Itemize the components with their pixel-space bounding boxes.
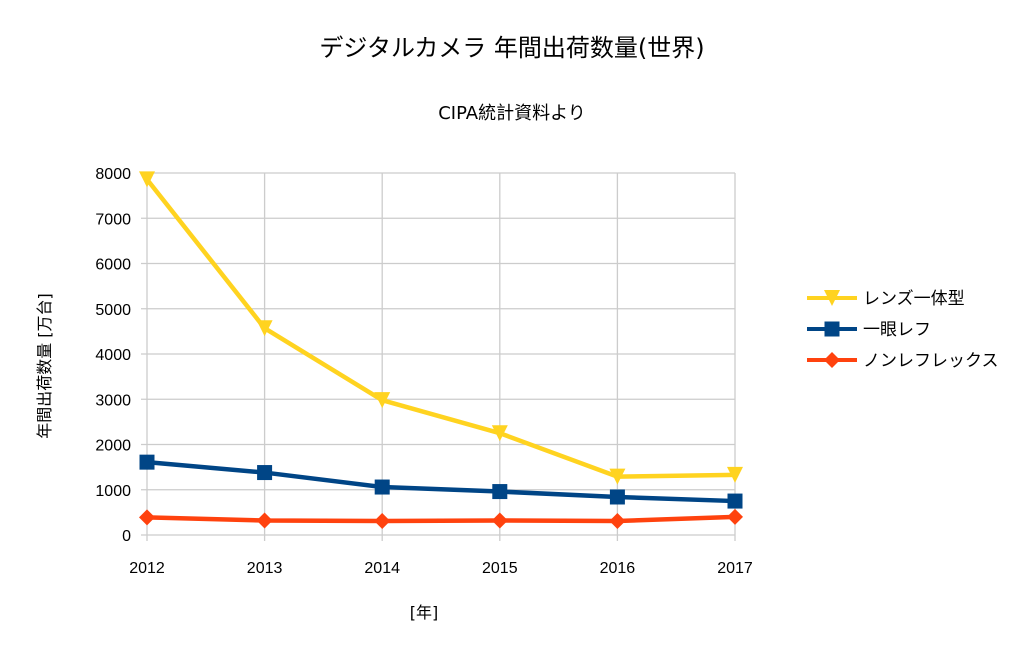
legend-label: 一眼レフ: [863, 320, 931, 340]
legend-marker-diamond: [824, 352, 840, 368]
series-line: [145, 177, 736, 479]
data-point: [139, 509, 155, 526]
y-tick-label: 7000: [95, 211, 131, 228]
data-point: [727, 508, 743, 525]
legend-item: ノンレフレックス: [807, 351, 999, 371]
data-point: [256, 320, 273, 337]
chart-subtitle: CIPA統計資料より: [438, 103, 586, 124]
legend-label: レンズ一体型: [863, 289, 965, 309]
data-point: [374, 512, 391, 529]
y-axis-label: 年間出荷数量 [万台]: [35, 293, 54, 439]
legend-item: レンズ一体型: [807, 289, 965, 309]
data-point: [492, 484, 508, 500]
x-tick-label: 2016: [600, 560, 636, 577]
y-tick-label: 0: [122, 528, 131, 545]
y-tick-label: 8000: [95, 166, 131, 183]
y-tick-label: 5000: [95, 302, 131, 319]
y-tick-label: 4000: [95, 347, 131, 364]
data-point: [609, 512, 626, 529]
x-axis-label: [年]: [410, 603, 439, 622]
y-tick-label: 2000: [95, 438, 131, 455]
data-point: [374, 479, 390, 495]
legend-marker-triangle-down: [824, 290, 840, 306]
data-point: [374, 392, 391, 409]
x-tick-label: 2013: [247, 560, 283, 577]
data-point: [491, 512, 508, 529]
x-tick-label: 2015: [482, 560, 518, 577]
legend-marker-square: [824, 321, 840, 337]
data-point: [256, 512, 273, 529]
y-tick-label: 3000: [95, 392, 131, 409]
legend-label: ノンレフレックス: [863, 351, 999, 371]
data-point: [139, 171, 155, 188]
series-group: [139, 171, 743, 529]
data-point: [139, 454, 155, 470]
y-axis-ticks: 0 1000 2000 3000 4000 5000 6000 7000 8000: [95, 166, 131, 545]
y-tick-label: 6000: [95, 257, 131, 274]
series-line: [146, 514, 736, 524]
series-triangle-down: [139, 171, 743, 485]
x-tick-label: 2017: [717, 560, 753, 577]
series-square: [139, 454, 743, 509]
legend-item: 一眼レフ: [807, 320, 931, 340]
series-diamond: [139, 508, 743, 529]
grid: [141, 172, 736, 541]
data-point: [609, 468, 626, 485]
data-point: [257, 465, 273, 481]
data-point: [727, 493, 743, 509]
data-point: [609, 489, 625, 505]
y-tick-label: 1000: [95, 483, 131, 500]
x-tick-label: 2014: [364, 560, 400, 577]
series-line: [146, 459, 736, 504]
data-point: [727, 466, 743, 483]
x-tick-label: 2012: [129, 560, 165, 577]
data-point: [491, 425, 508, 442]
chart-title: デジタルカメラ 年間出荷数量(世界): [319, 34, 704, 62]
x-axis-ticks: 2012 2013 2014 2015 2016 2017: [129, 560, 753, 577]
